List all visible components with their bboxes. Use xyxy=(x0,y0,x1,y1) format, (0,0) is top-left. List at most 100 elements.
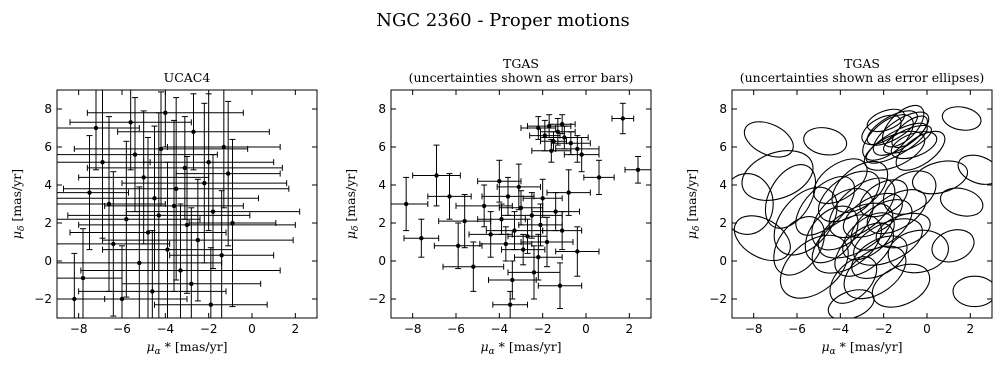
point-marker xyxy=(206,160,211,165)
y-tick-label: 6 xyxy=(378,140,386,154)
point-marker xyxy=(531,270,537,275)
point-marker xyxy=(80,275,86,281)
point-marker xyxy=(562,135,567,140)
y-tick-label: 8 xyxy=(44,102,52,116)
data-point xyxy=(427,173,472,220)
point-marker xyxy=(128,120,133,125)
point-marker xyxy=(189,281,194,286)
y-axis-label-symbol: μ xyxy=(684,231,699,239)
x-axis-label-symbol: μ xyxy=(821,339,829,354)
point-marker xyxy=(145,230,151,235)
error-ellipse xyxy=(795,176,856,236)
data-point xyxy=(73,91,249,207)
data-point xyxy=(507,245,561,300)
point-marker xyxy=(520,247,526,252)
data-point xyxy=(542,211,583,251)
error-ellipse xyxy=(890,131,938,160)
panel-title: (uncertainties shown as error bars) xyxy=(409,70,634,85)
x-tick-label: 0 xyxy=(248,322,256,336)
data-point xyxy=(69,90,192,171)
panel-2: TGAS(uncertainties shown as error bars) −… xyxy=(343,56,652,357)
y-tick-label: 4 xyxy=(719,178,727,192)
error-ellipse xyxy=(741,150,814,201)
y-tick-label: 6 xyxy=(44,140,52,154)
axes-frame xyxy=(390,89,652,319)
data-point xyxy=(57,116,166,292)
data-point xyxy=(57,140,201,298)
x-tick-label: −6 xyxy=(788,322,806,336)
x-tick-label: −4 xyxy=(156,322,174,336)
point-marker xyxy=(219,253,224,258)
point-marker xyxy=(124,217,129,222)
y-axis-label-text: [mas/yr] xyxy=(9,169,24,226)
point-marker xyxy=(512,228,517,233)
y-tick-label: 4 xyxy=(378,178,386,192)
point-marker xyxy=(173,186,179,191)
x-tick-label: 2 xyxy=(292,322,300,336)
data-point xyxy=(433,222,483,270)
data-point xyxy=(477,159,522,203)
plot-area xyxy=(732,104,992,318)
x-tick-label: −8 xyxy=(404,322,422,336)
point-marker xyxy=(536,125,541,131)
data-point xyxy=(143,93,275,232)
error-ellipse xyxy=(866,108,905,133)
point-marker xyxy=(620,116,626,121)
y-tick-label: 2 xyxy=(719,216,727,230)
data-point xyxy=(522,178,563,218)
point-marker xyxy=(538,222,543,228)
point-marker xyxy=(499,217,504,222)
data-point xyxy=(488,260,537,300)
x-tick-label: −2 xyxy=(534,322,552,336)
error-ellipse xyxy=(941,106,982,131)
x-axis-label: μα * [mas/yr] xyxy=(146,339,227,357)
data-point xyxy=(67,112,251,318)
point-marker xyxy=(503,241,509,247)
x-tick-label: 0 xyxy=(923,322,931,336)
data-point xyxy=(520,216,574,268)
y-axis-label-symbol: μ xyxy=(343,231,358,239)
error-ellipse xyxy=(895,130,946,171)
data-point xyxy=(102,178,294,302)
y-tick-label: −2 xyxy=(709,292,727,306)
data-point xyxy=(563,137,600,173)
error-ellipse xyxy=(851,235,908,279)
panel-title: TGAS xyxy=(844,56,880,71)
point-marker xyxy=(195,237,201,243)
data-point xyxy=(403,218,440,258)
error-ellipse xyxy=(803,127,848,156)
x-tick-label: −8 xyxy=(70,322,88,336)
data-point xyxy=(501,192,563,239)
data-point xyxy=(531,192,580,232)
point-marker xyxy=(553,209,558,214)
data-point xyxy=(175,100,281,247)
data-point xyxy=(57,252,106,318)
panel-title: TGAS xyxy=(503,56,539,71)
data-point xyxy=(624,156,651,184)
point-marker xyxy=(447,194,452,199)
panel-title: (uncertainties shown as error ellipses) xyxy=(740,70,985,85)
error-ellipse xyxy=(764,164,817,229)
data-point xyxy=(492,290,528,318)
y-axis-label-subscript: δ xyxy=(351,226,361,231)
y-axis-label-subscript: δ xyxy=(692,226,702,231)
point-marker xyxy=(72,296,77,302)
data-point xyxy=(169,190,275,318)
point-marker xyxy=(210,209,216,214)
point-marker xyxy=(507,302,513,307)
y-tick-label: 0 xyxy=(378,254,386,268)
point-marker xyxy=(488,232,493,237)
data-point xyxy=(498,190,544,226)
data-point xyxy=(514,233,563,281)
point-marker xyxy=(158,146,164,152)
data-point xyxy=(57,97,218,213)
data-point xyxy=(154,247,268,318)
error-ellipse xyxy=(931,229,975,263)
point-marker xyxy=(184,222,190,228)
y-tick-label: 8 xyxy=(378,102,386,116)
plot-area xyxy=(57,90,301,318)
point-marker xyxy=(549,148,554,153)
point-marker xyxy=(497,179,502,184)
point-marker xyxy=(150,289,155,294)
